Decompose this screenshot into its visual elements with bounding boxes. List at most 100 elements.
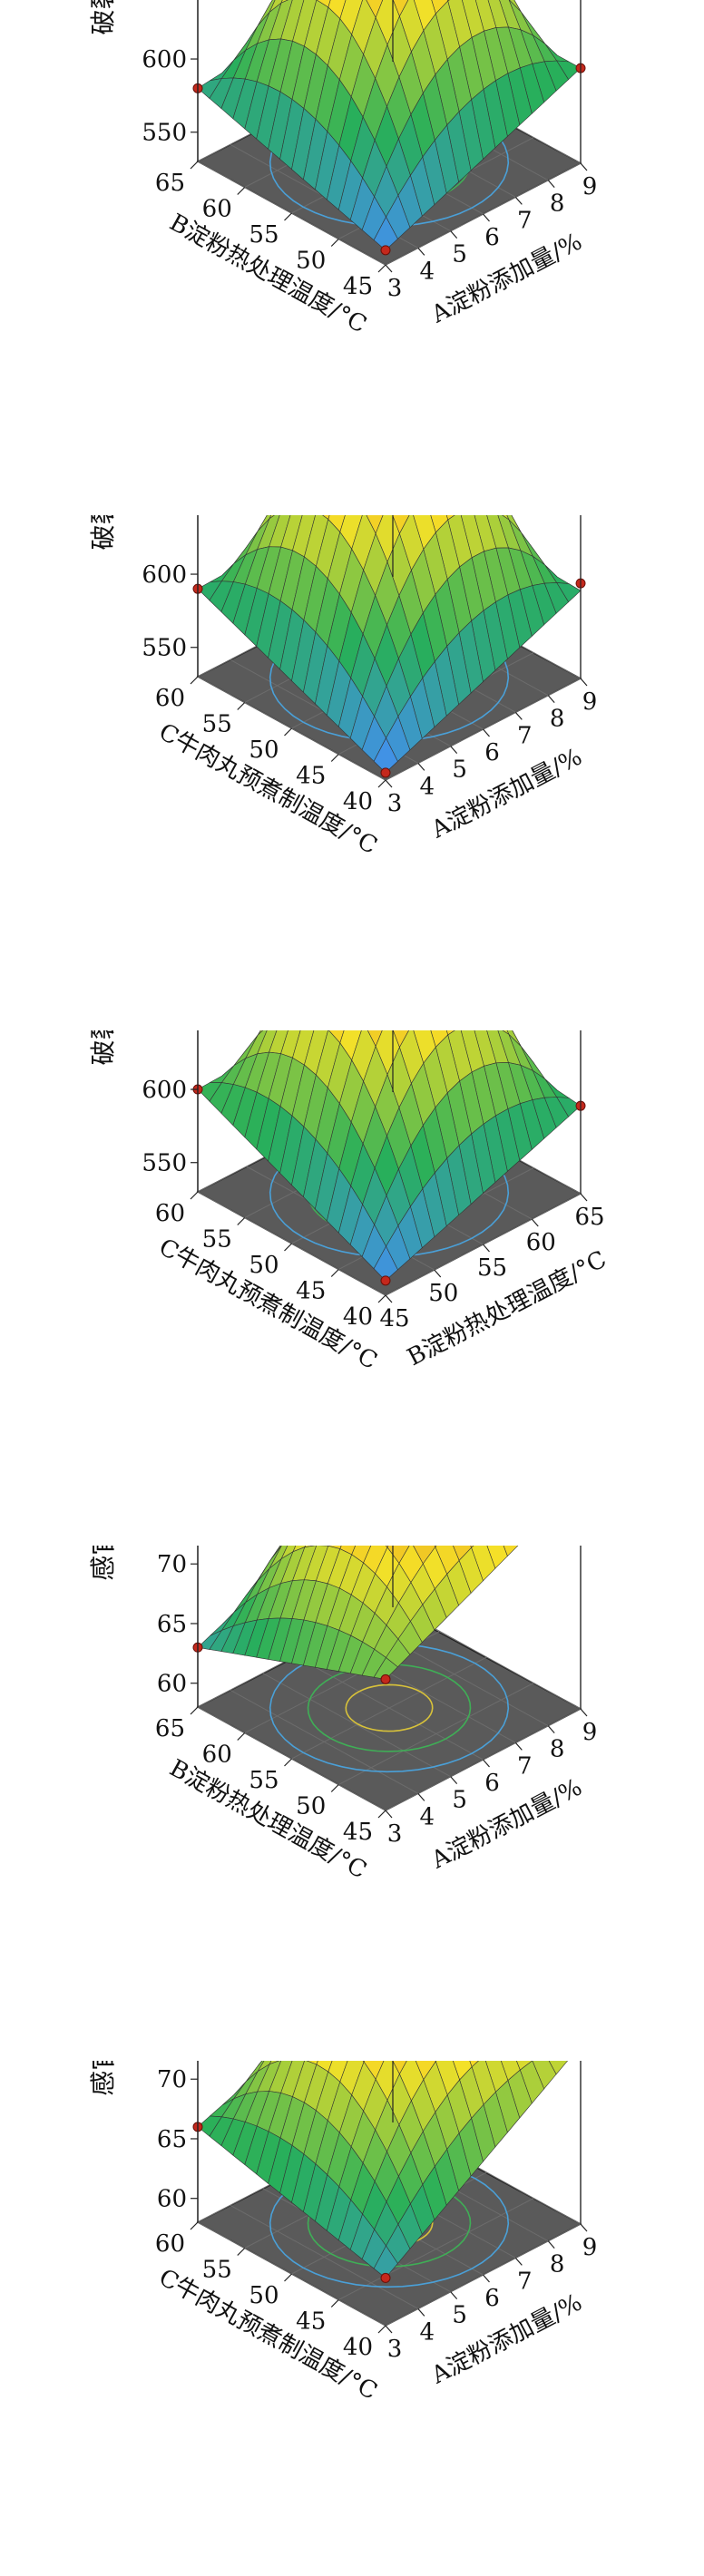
y-tick-mark [284, 1758, 292, 1767]
y-tick-mark [377, 779, 386, 788]
y-tick-label: 65 [155, 1715, 185, 1742]
x-tick-mark [580, 2223, 588, 2232]
y-tick-mark [284, 727, 292, 737]
y-tick-label: 50 [249, 737, 279, 764]
x-tick-label: 9 [582, 2234, 598, 2261]
y-tick-label: 45 [296, 763, 326, 790]
x-tick-mark [450, 230, 458, 239]
floor-gridline [338, 2198, 534, 2300]
y-tick-label: 50 [296, 248, 326, 275]
surface-plot-5: 606570758085感官评分3456789A淀粉添加量/%404550556… [88, 2061, 598, 2405]
y-tick-mark [237, 187, 246, 195]
x-tick-label: 65 [574, 1204, 604, 1231]
x-tick-label: 3 [387, 1820, 403, 1848]
x-tick-label: 5 [452, 241, 467, 268]
x-axis-label: A淀粉添加量/% [426, 2289, 586, 2390]
x-tick-mark [417, 247, 425, 256]
chart-panel-4: 606570758085感官评分3456789A淀粉添加量/%455055606… [0, 1546, 704, 2061]
y-tick-mark [237, 1217, 246, 1225]
y-tick-label: 40 [343, 1303, 373, 1331]
y-tick-label: 60 [155, 2230, 185, 2258]
surface-patch [373, 1657, 398, 1680]
y-tick-mark [377, 2325, 386, 2334]
x-tick-mark [450, 2291, 458, 2300]
x-tick-mark [450, 1776, 458, 1785]
z-axis-label: 破裂力/g [88, 0, 118, 34]
y-tick-mark [284, 1243, 292, 1252]
x-tick-label: 3 [387, 2336, 403, 2363]
z-tick-label: 70 [157, 2066, 187, 2093]
z-axis-label: 感官评分 [88, 1546, 118, 1581]
x-tick-mark [385, 779, 393, 788]
x-tick-label: 5 [452, 756, 467, 784]
y-tick-mark [237, 2248, 246, 2256]
z-tick-label: 550 [142, 635, 187, 662]
x-tick-mark [514, 2257, 523, 2266]
x-tick-mark [580, 1708, 588, 1717]
surface-plot-1: 550600650700750破裂力/g3456789A淀粉添加量/%45505… [88, 0, 597, 339]
y-tick-label: 50 [296, 1793, 326, 1820]
x-tick-mark [547, 695, 555, 704]
x-tick-label: 6 [484, 2285, 500, 2312]
surface-patch [548, 2061, 568, 2075]
chart-panel-5: 606570758085感官评分3456789A淀粉添加量/%404550556… [0, 2061, 704, 2576]
x-tick-mark [434, 1269, 442, 1278]
floor-contour [345, 1683, 434, 1732]
x-tick-mark [385, 1294, 393, 1303]
x-tick-mark [547, 2240, 555, 2249]
y-tick-label: 65 [155, 170, 185, 197]
surface-patch [503, 1546, 519, 1557]
y-tick-mark [330, 239, 339, 247]
x-tick-mark [531, 1218, 539, 1227]
x-tick-mark [483, 2274, 490, 2283]
x-tick-label: 5 [452, 1787, 467, 1814]
x-axis-label: A淀粉添加量/% [426, 229, 586, 329]
y-tick-mark [237, 1732, 246, 1741]
y-tick-mark [330, 754, 339, 762]
y-tick-label: 50 [249, 2282, 279, 2309]
y-tick-mark [190, 2221, 199, 2230]
chart-panel-1: 550600650700750破裂力/g3456789A淀粉添加量/%45505… [0, 0, 704, 515]
x-tick-mark [547, 180, 555, 189]
x-tick-mark [514, 1742, 523, 1751]
z-tick-label: 65 [157, 2126, 187, 2153]
z-tick-label: 600 [142, 46, 187, 73]
y-tick-mark [377, 1810, 386, 1819]
x-tick-label: 6 [484, 224, 500, 251]
x-tick-mark [417, 2308, 425, 2317]
x-tick-label: 9 [582, 1719, 598, 1746]
x-tick-label: 3 [387, 790, 403, 817]
x-tick-label: 5 [452, 2302, 467, 2329]
x-tick-label: 7 [517, 207, 533, 234]
y-tick-mark [237, 702, 246, 710]
y-tick-label: 40 [343, 788, 373, 815]
y-tick-mark [284, 2273, 292, 2282]
floor-gridline [291, 1656, 487, 1760]
y-tick-mark [190, 161, 199, 170]
x-tick-label: 7 [517, 2268, 533, 2295]
y-tick-label: 60 [155, 685, 185, 712]
y-tick-label: 55 [249, 221, 279, 249]
z-tick-label: 70 [157, 1551, 187, 1578]
surface-plot-2: 550600650700750破裂力/g3456789A淀粉添加量/%40455… [88, 515, 597, 860]
z-tick-label: 600 [142, 561, 187, 589]
y-tick-mark [190, 676, 199, 685]
y-tick-mark [377, 264, 386, 273]
z-axis-label: 感官评分 [88, 2061, 118, 2096]
design-point-marker [380, 1275, 391, 1286]
z-tick-label: 550 [142, 1150, 187, 1177]
x-tick-mark [580, 678, 588, 687]
z-tick-label: 550 [142, 120, 187, 147]
y-tick-mark [284, 212, 292, 221]
design-point-marker [380, 767, 391, 778]
z-axis-label: 破裂力/g [88, 515, 118, 550]
surface-plot-4: 606570758085感官评分3456789A淀粉添加量/%455055606… [88, 1546, 598, 1885]
y-tick-label: 60 [202, 196, 232, 223]
x-tick-label: 4 [420, 2318, 435, 2346]
surface-patch [373, 737, 398, 774]
y-tick-label: 60 [155, 1200, 185, 1227]
x-tick-label: 50 [428, 1280, 458, 1307]
y-tick-label: 45 [296, 2308, 326, 2336]
x-tick-mark [580, 162, 588, 171]
x-tick-label: 55 [477, 1254, 507, 1282]
